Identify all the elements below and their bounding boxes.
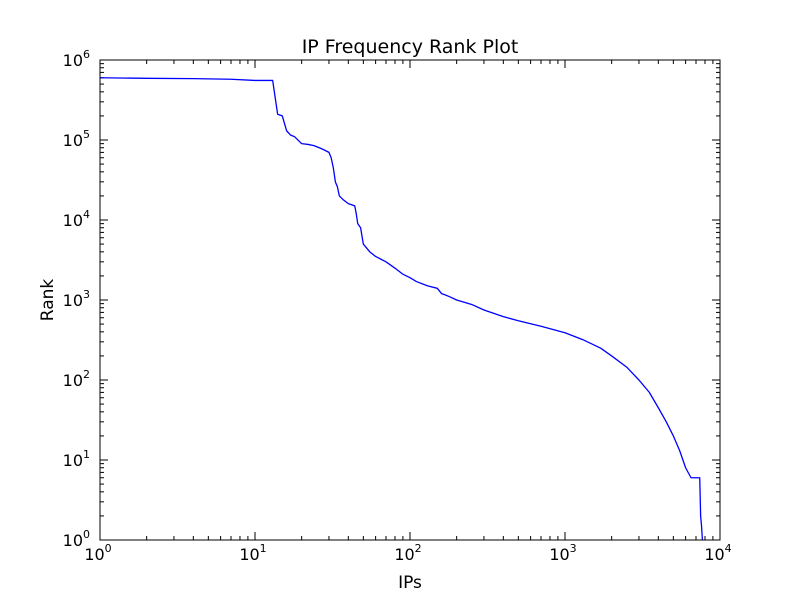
x-tick-label-base: 10 <box>549 545 569 564</box>
y-tick-label-exponent: 5 <box>83 128 90 141</box>
y-tick-label-base: 10 <box>63 131 83 150</box>
y-tick-label: 100 <box>63 528 90 550</box>
y-tick-label-base: 10 <box>63 451 83 470</box>
y-tick-label-base: 10 <box>63 51 83 70</box>
series-line <box>99 77 704 541</box>
x-tick-label-exponent: 3 <box>570 542 577 555</box>
x-tick-label-exponent: 2 <box>415 542 422 555</box>
y-tick-label-exponent: 0 <box>83 528 90 541</box>
y-tick-label-base: 10 <box>63 291 83 310</box>
x-tick-label-exponent: 1 <box>260 542 267 555</box>
plot-frame <box>99 59 721 541</box>
y-tick-label: 106 <box>63 48 90 70</box>
x-tick-label-base: 10 <box>84 545 104 564</box>
y-tick-label-exponent: 2 <box>83 368 90 381</box>
y-tick-label-exponent: 3 <box>83 288 90 301</box>
x-tick-label: 100 <box>84 542 111 564</box>
y-tick-label-exponent: 4 <box>83 208 90 221</box>
series-layer <box>99 77 704 541</box>
y-tick-label: 103 <box>63 288 90 310</box>
y-tick-label-base: 10 <box>63 531 83 550</box>
x-tick-label: 104 <box>704 542 731 564</box>
x-tick-label: 103 <box>549 542 576 564</box>
x-axis-label: IPs <box>398 573 422 593</box>
x-tick-label-base: 10 <box>394 545 414 564</box>
y-tick-label-exponent: 6 <box>83 48 90 61</box>
y-axis-label: Rank <box>38 279 58 322</box>
x-tick-label-base: 10 <box>704 545 724 564</box>
y-tick-label: 105 <box>63 128 90 150</box>
y-tick-label-base: 10 <box>63 371 83 390</box>
x-tick-label-exponent: 0 <box>105 542 112 555</box>
x-tick-label: 102 <box>394 542 421 564</box>
x-tick-label-exponent: 4 <box>725 542 732 555</box>
y-tick-label: 102 <box>63 368 90 390</box>
x-tick-label: 101 <box>239 542 266 564</box>
plot-area <box>100 60 720 540</box>
y-tick-label: 104 <box>63 208 90 230</box>
chart-title: IP Frequency Rank Plot <box>302 36 519 58</box>
y-tick-label: 101 <box>63 448 90 470</box>
y-tick-label-base: 10 <box>63 211 83 230</box>
y-tick-label-exponent: 1 <box>83 448 90 461</box>
x-tick-label-base: 10 <box>239 545 259 564</box>
